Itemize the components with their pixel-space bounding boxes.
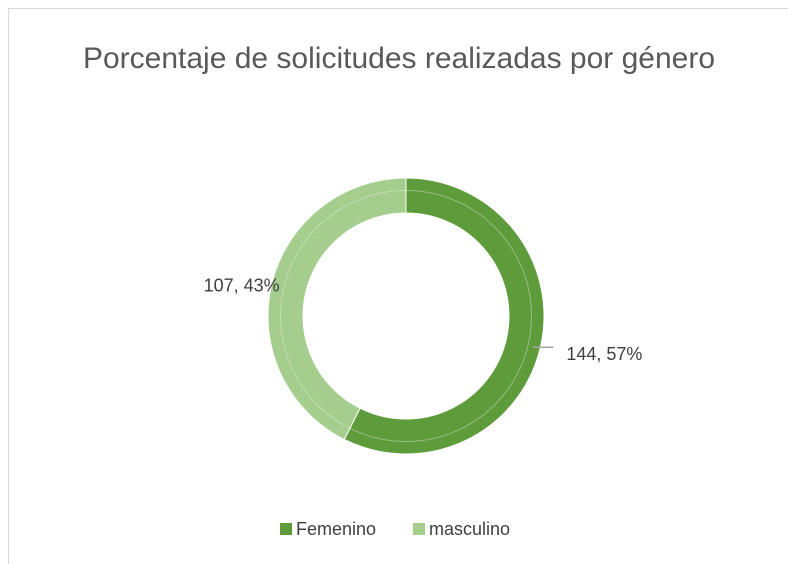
legend-swatch <box>280 523 292 535</box>
data-label: 107, 43% <box>204 276 280 296</box>
legend-label: Femenino <box>296 519 376 539</box>
inner-ring <box>280 190 532 442</box>
legend-swatch <box>413 523 425 535</box>
donut-segment <box>343 177 545 455</box>
donut-segment <box>267 177 407 441</box>
chart-title: Porcentaje de solicitudes realizadas por… <box>82 42 716 75</box>
legend-label: masculino <box>429 519 510 539</box>
data-label: 144, 57% <box>566 344 642 364</box>
